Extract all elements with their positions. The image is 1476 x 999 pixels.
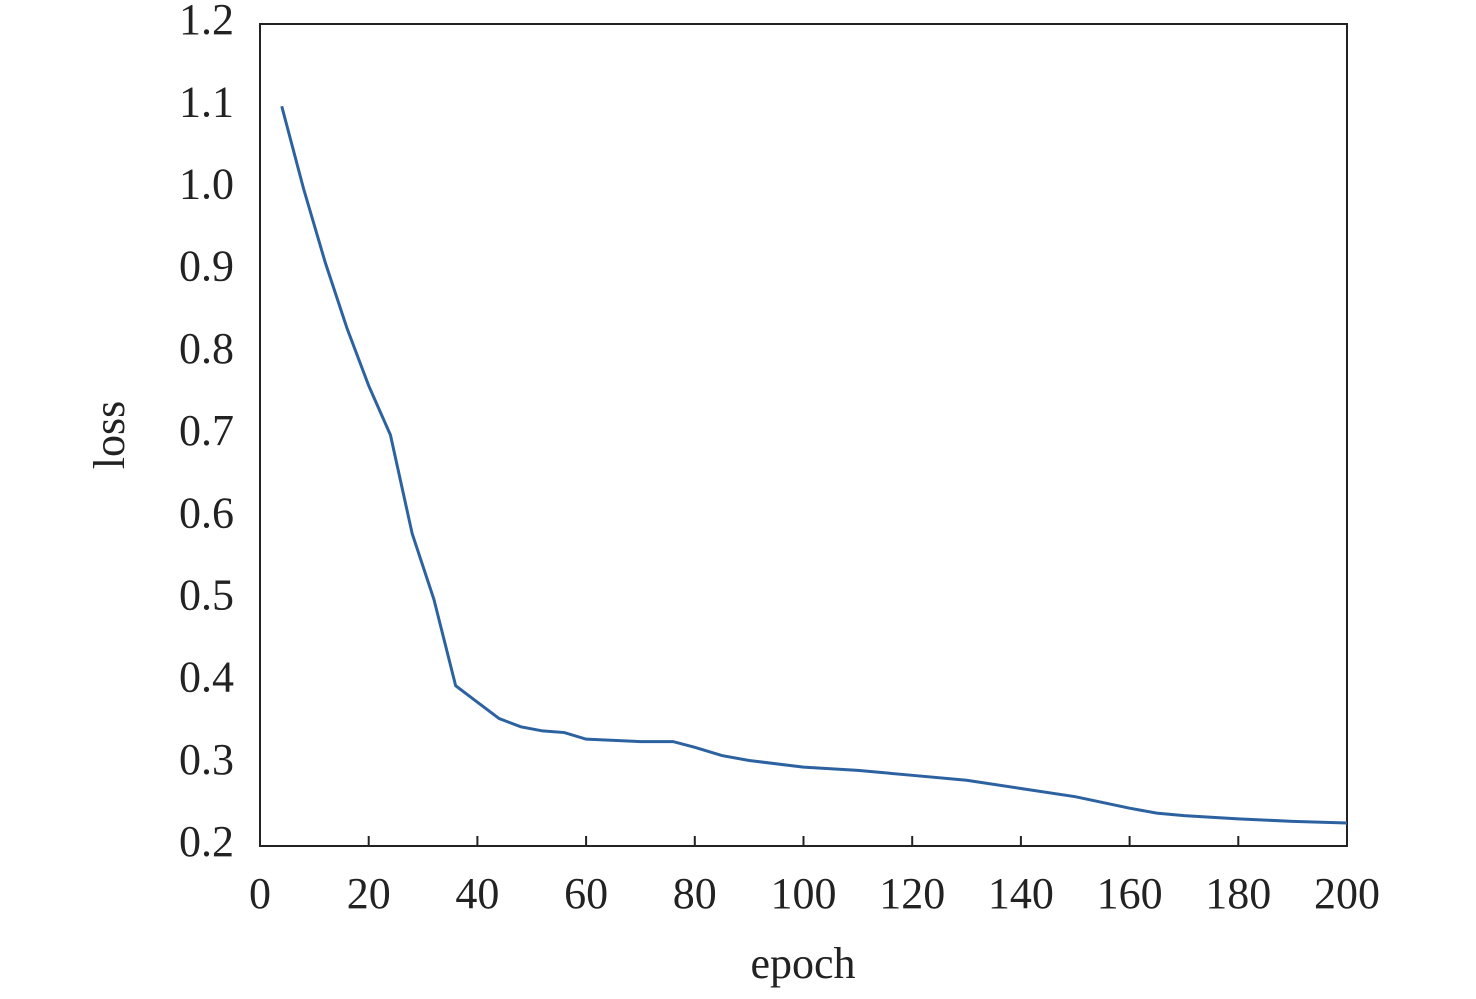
x-tick-label: 180	[1205, 869, 1271, 918]
y-tick-label: 0.9	[179, 242, 234, 291]
x-tick-label: 40	[455, 869, 499, 918]
x-tick-label: 200	[1314, 869, 1380, 918]
y-tick-label: 1.1	[179, 77, 234, 126]
x-tick-label: 160	[1097, 869, 1163, 918]
y-tick-label: 0.7	[179, 406, 234, 455]
y-tick-label: 0.6	[179, 488, 234, 537]
x-tick-label: 0	[249, 869, 271, 918]
x-tick-label: 60	[564, 869, 608, 918]
y-tick-label: 1.0	[179, 159, 234, 208]
loss-line	[280, 105, 1348, 825]
x-axis-label: epoch	[750, 939, 855, 988]
y-tick-label: 0.5	[179, 570, 234, 619]
y-tick-label: 0.2	[179, 817, 234, 866]
x-tick-label: 20	[347, 869, 391, 918]
x-tick-label: 140	[988, 869, 1054, 918]
y-tick-label: 0.3	[179, 735, 234, 784]
x-tick-label: 100	[771, 869, 837, 918]
y-axis-label: loss	[85, 401, 134, 469]
plot-frame	[259, 23, 1348, 847]
y-tick-label: 1.2	[179, 0, 234, 44]
y-tick-label: 0.4	[179, 653, 234, 702]
x-tick-label: 120	[879, 869, 945, 918]
y-tick-label: 0.8	[179, 324, 234, 373]
x-tick-label: 80	[673, 869, 717, 918]
